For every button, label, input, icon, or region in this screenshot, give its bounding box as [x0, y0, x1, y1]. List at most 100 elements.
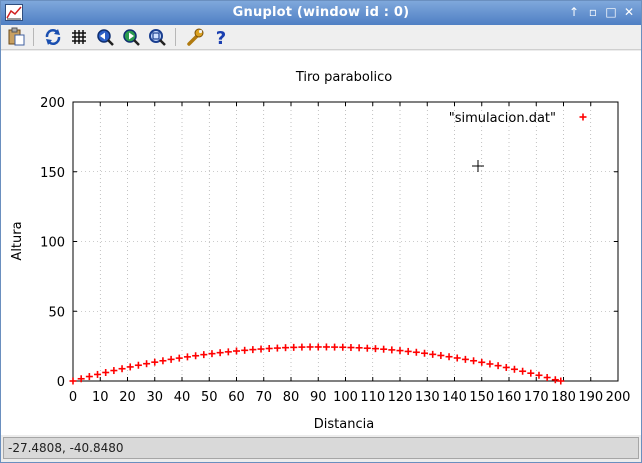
- y-tick-label: 200: [40, 96, 65, 111]
- data-point: [314, 343, 322, 351]
- data-point: [233, 347, 240, 355]
- x-tick-label: 110: [360, 390, 385, 405]
- data-point: [159, 357, 167, 365]
- legend: "simulacion.dat": [449, 111, 587, 126]
- x-tick-label: 10: [92, 390, 109, 405]
- help-icon[interactable]: ?: [211, 27, 231, 49]
- data-point: [183, 353, 191, 361]
- data-point: [306, 343, 314, 351]
- data-point: [273, 344, 281, 352]
- data-point: [510, 365, 518, 373]
- data-point: [478, 358, 486, 366]
- data-point: [421, 349, 429, 357]
- minimize-button[interactable]: ▫: [588, 5, 598, 19]
- zoom-forward-icon[interactable]: [121, 27, 141, 47]
- data-point: [249, 346, 257, 354]
- legend-marker: [579, 113, 587, 121]
- y-tick-label: 100: [40, 236, 65, 251]
- close-button[interactable]: ✕: [623, 5, 635, 19]
- title-bar[interactable]: Gnuplot (window id : 0) ↑ ▫ □ ✕: [1, 1, 641, 25]
- data-point: [167, 355, 175, 363]
- data-point: [453, 354, 461, 362]
- chart-svg[interactable]: 0 10 20 30 40 50 60 70 80 90 100 110 120 130 140 150 160…: [1, 51, 641, 435]
- zoom-fit-icon[interactable]: [147, 27, 167, 47]
- plot-area[interactable]: 0 10 20 30 40 50 60 70 80 90 100 110 120 130 140 150 160…: [1, 51, 641, 435]
- wrench-icon[interactable]: [185, 27, 205, 47]
- x-tick-label: 130: [415, 390, 440, 405]
- data-point: [331, 343, 339, 351]
- x-tick-label: 40: [174, 390, 191, 405]
- maximize-button[interactable]: □: [605, 5, 617, 19]
- data-point: [224, 348, 232, 356]
- y-tick-label: 0: [57, 375, 65, 390]
- y-tick-label: 50: [48, 305, 65, 320]
- crosshair-cursor: [472, 160, 484, 172]
- clipboard-icon[interactable]: [6, 27, 26, 47]
- data-point: [134, 361, 142, 369]
- data-point: [77, 375, 85, 383]
- coordinates-readout: -27.4808, -40.8480: [8, 441, 124, 455]
- data-point: [429, 350, 437, 358]
- status-bar: -27.4808, -40.8480: [3, 437, 639, 459]
- data-point: [208, 350, 216, 358]
- data-point: [347, 344, 355, 352]
- x-tick-label: 150: [469, 390, 494, 405]
- x-tick-label: 190: [578, 390, 603, 405]
- x-tick-label: 160: [497, 390, 522, 405]
- data-point: [282, 344, 290, 352]
- data-point: [257, 345, 265, 353]
- legend-marker-glyph: [579, 113, 587, 121]
- data-point: [557, 377, 565, 385]
- data-point: [519, 367, 527, 375]
- x-tick-label: 90: [310, 390, 327, 405]
- data-point: [102, 368, 110, 376]
- data-point: [535, 371, 543, 379]
- x-tick-label: 70: [255, 390, 272, 405]
- x-tick-label: 120: [388, 390, 413, 405]
- x-tick-label: 30: [146, 390, 163, 405]
- data-point: [110, 367, 118, 375]
- x-tick-label: 0: [69, 390, 77, 405]
- data-point: [380, 345, 388, 353]
- data-point: [265, 344, 273, 352]
- svg-text:?: ?: [216, 28, 226, 47]
- x-tick-label: 200: [606, 390, 631, 405]
- data-point: [404, 347, 412, 355]
- refresh-icon[interactable]: [43, 27, 63, 47]
- chart-title: Tiro parabolico: [295, 70, 392, 85]
- x-tick-label: 140: [442, 390, 467, 405]
- data-point: [69, 377, 77, 385]
- data-point: [388, 346, 396, 354]
- data-point: [551, 376, 559, 384]
- data-point: [118, 365, 126, 373]
- data-point: [355, 344, 363, 352]
- grid-lines: [72, 101, 619, 382]
- data-point: [470, 357, 478, 365]
- data-point: [543, 374, 551, 382]
- x-tick-label: 170: [524, 390, 549, 405]
- data-point: [527, 369, 535, 377]
- data-point: [298, 343, 306, 351]
- data-point: [126, 363, 134, 371]
- data-point: [85, 373, 93, 381]
- data-point: [322, 343, 330, 351]
- x-tick-label: 180: [551, 390, 576, 405]
- data-point: [192, 352, 200, 360]
- grid-icon[interactable]: [69, 27, 89, 47]
- toolbar-separator: [175, 28, 176, 46]
- data-point: [396, 347, 404, 355]
- x-tick-label: 50: [201, 390, 218, 405]
- data-point: [494, 362, 502, 370]
- x-tick-label: 60: [228, 390, 245, 405]
- toolbar: ?: [1, 25, 641, 50]
- keep-above-button[interactable]: ↑: [568, 5, 580, 19]
- zoom-back-icon[interactable]: [95, 27, 115, 47]
- data-point: [94, 370, 102, 378]
- gnuplot-app-icon[interactable]: [5, 4, 23, 21]
- x-tick-label: 20: [119, 390, 136, 405]
- data-points: [69, 343, 565, 385]
- data-point: [290, 343, 298, 351]
- window-title: Gnuplot (window id : 0): [232, 5, 410, 20]
- data-point: [363, 344, 371, 352]
